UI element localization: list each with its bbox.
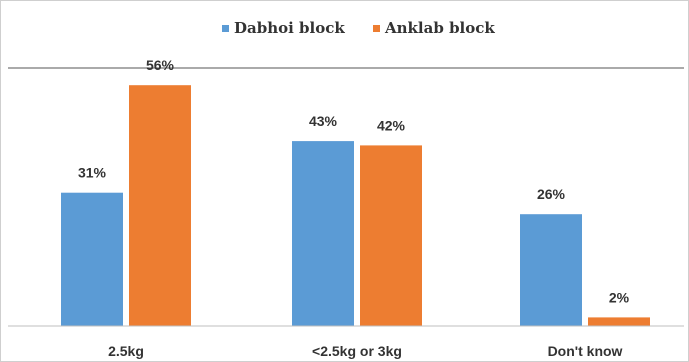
data-label-dabhoi-block-2-5kg-or-3kg: 43% xyxy=(309,113,338,129)
bars: 31% 56% 43% 42% 26% 2% xyxy=(61,57,650,326)
data-label-dabhoi-block-don-t-know: 26% xyxy=(537,186,566,202)
bar-dabhoi-block-2-5kg xyxy=(61,192,123,326)
data-label-anklab-block-2-5kg: 56% xyxy=(146,57,175,73)
data-label-dabhoi-block-2-5kg: 31% xyxy=(78,165,107,181)
bar-anklab-block-2-5kg xyxy=(129,85,191,326)
x-tick-label-2-5kg: 2.5kg xyxy=(108,343,144,359)
bar-dabhoi-block-2-5kg-or-3kg xyxy=(292,141,354,326)
legend-swatch-anklab-block xyxy=(373,25,380,32)
bar-anklab-block-2-5kg-or-3kg xyxy=(360,145,422,326)
bar-anklab-block-don-t-know xyxy=(588,317,650,326)
x-tick-labels: 2.5kg <2.5kg or 3kg Don't know xyxy=(108,343,622,359)
legend-label-anklab-block: Anklab block xyxy=(384,19,495,37)
data-label-anklab-block-don-t-know: 2% xyxy=(609,289,630,305)
legend-label-dabhoi-block: Dabhoi block xyxy=(234,19,345,37)
legend-swatch-dabhoi-block xyxy=(222,25,229,32)
x-tick-label-don-t-know: Don't know xyxy=(548,343,623,359)
legend: Dabhoi block Anklab block xyxy=(222,19,495,37)
bar-dabhoi-block-don-t-know xyxy=(520,214,582,326)
data-label-anklab-block-2-5kg-or-3kg: 42% xyxy=(377,117,406,133)
x-tick-label-2-5kg-or-3kg: <2.5kg or 3kg xyxy=(312,343,402,359)
